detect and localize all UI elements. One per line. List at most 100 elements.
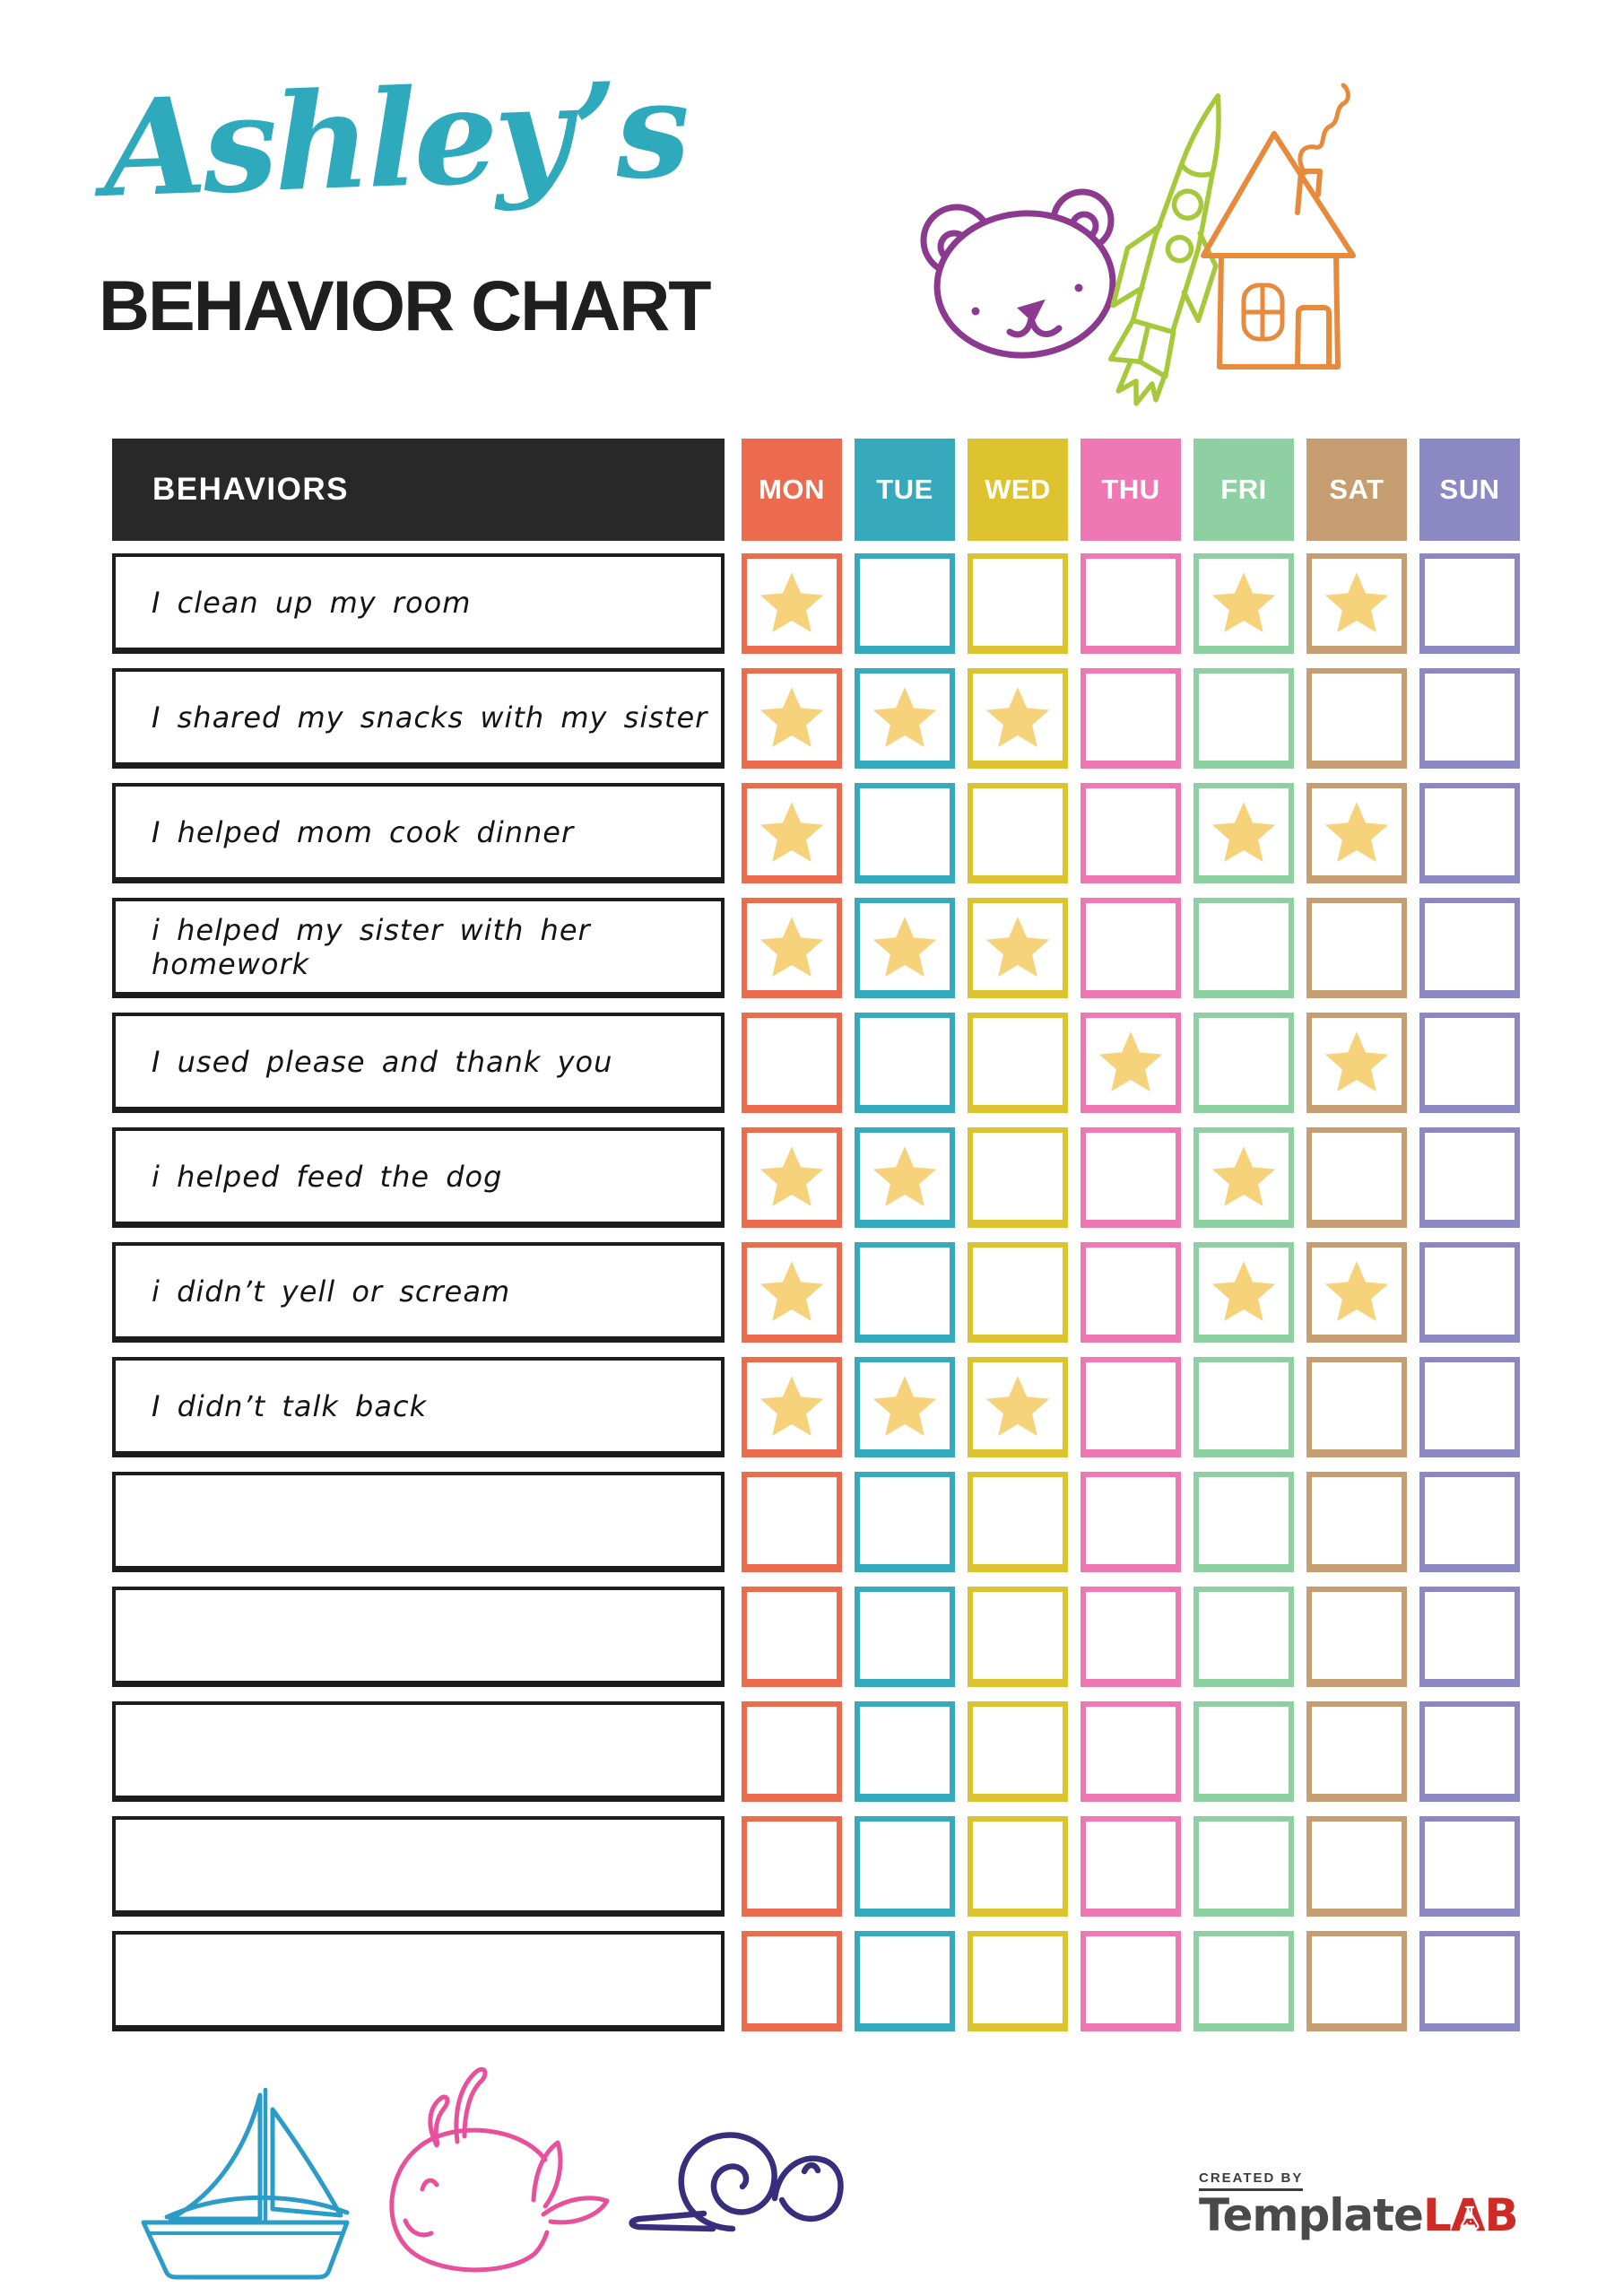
day-cell-wed[interactable]	[968, 668, 1068, 769]
star-icon	[1098, 1031, 1163, 1091]
day-cell-thu[interactable]	[1081, 1587, 1181, 1687]
day-cell-wed[interactable]	[968, 1701, 1068, 1802]
day-cell-mon[interactable]	[742, 1816, 842, 1917]
day-cell-fri[interactable]	[1193, 1127, 1294, 1228]
day-cell-thu[interactable]	[1081, 1472, 1181, 1572]
day-cell-mon[interactable]	[742, 783, 842, 883]
day-cell-fri[interactable]	[1193, 1816, 1294, 1917]
day-cell-sat[interactable]	[1306, 1242, 1407, 1343]
day-cell-sun[interactable]	[1419, 553, 1520, 654]
day-cell-tue[interactable]	[855, 1127, 955, 1228]
day-cell-sat[interactable]	[1306, 553, 1407, 654]
day-cell-sun[interactable]	[1419, 1816, 1520, 1917]
day-cell-tue[interactable]	[855, 1013, 955, 1113]
day-cell-tue[interactable]	[855, 898, 955, 998]
day-cell-sat[interactable]	[1306, 1127, 1407, 1228]
day-cell-sat[interactable]	[1306, 783, 1407, 883]
day-cell-mon[interactable]	[742, 1587, 842, 1687]
day-cell-sat[interactable]	[1306, 1013, 1407, 1113]
day-cell-fri[interactable]	[1193, 1701, 1294, 1802]
day-cell-mon[interactable]	[742, 898, 842, 998]
day-cell-sun[interactable]	[1419, 1127, 1520, 1228]
day-cell-sat[interactable]	[1306, 1701, 1407, 1802]
table-row	[112, 1701, 1520, 1802]
day-cell-tue[interactable]	[855, 1472, 955, 1572]
day-cell-tue[interactable]	[855, 1701, 955, 1802]
day-cell-tue[interactable]	[855, 1587, 955, 1687]
day-cell-sun[interactable]	[1419, 1701, 1520, 1802]
day-cell-sun[interactable]	[1419, 1242, 1520, 1343]
day-cell-sat[interactable]	[1306, 1357, 1407, 1457]
day-cell-sun[interactable]	[1419, 668, 1520, 769]
day-cell-fri[interactable]	[1193, 1242, 1294, 1343]
day-cell-sun[interactable]	[1419, 1931, 1520, 2031]
day-cell-sun[interactable]	[1419, 1472, 1520, 1572]
day-cell-tue[interactable]	[855, 1931, 955, 2031]
day-cell-mon[interactable]	[742, 553, 842, 654]
day-cell-sat[interactable]	[1306, 1587, 1407, 1687]
day-cell-sat[interactable]	[1306, 1816, 1407, 1917]
day-cell-fri[interactable]	[1193, 1587, 1294, 1687]
day-cell-sun[interactable]	[1419, 898, 1520, 998]
day-cell-wed[interactable]	[968, 553, 1068, 654]
day-cell-mon[interactable]	[742, 1931, 842, 2031]
day-cell-tue[interactable]	[855, 553, 955, 654]
star-icon	[1324, 801, 1389, 862]
bottom-doodles	[141, 2066, 844, 2280]
day-cell-wed[interactable]	[968, 1127, 1068, 1228]
day-cell-mon[interactable]	[742, 1472, 842, 1572]
day-cell-fri[interactable]	[1193, 783, 1294, 883]
day-cell-mon[interactable]	[742, 1127, 842, 1228]
day-cell-fri[interactable]	[1193, 1357, 1294, 1457]
day-cell-thu[interactable]	[1081, 1357, 1181, 1457]
day-cell-wed[interactable]	[968, 898, 1068, 998]
day-cell-sun[interactable]	[1419, 1357, 1520, 1457]
day-cell-mon[interactable]	[742, 1357, 842, 1457]
brand-template-text: Template	[1199, 2189, 1424, 2241]
day-cell-sun[interactable]	[1419, 783, 1520, 883]
day-cell-sun[interactable]	[1419, 1013, 1520, 1113]
day-cell-tue[interactable]	[855, 1357, 955, 1457]
day-cell-fri[interactable]	[1193, 1013, 1294, 1113]
table-row	[112, 1472, 1520, 1572]
day-cell-wed[interactable]	[968, 1931, 1068, 2031]
day-cell-thu[interactable]	[1081, 783, 1181, 883]
day-cell-sat[interactable]	[1306, 668, 1407, 769]
day-cell-sat[interactable]	[1306, 898, 1407, 998]
day-cell-fri[interactable]	[1193, 553, 1294, 654]
day-cell-wed[interactable]	[968, 783, 1068, 883]
day-cell-wed[interactable]	[968, 1816, 1068, 1917]
day-cell-wed[interactable]	[968, 1357, 1068, 1457]
star-icon	[872, 1375, 937, 1436]
day-cell-fri[interactable]	[1193, 1931, 1294, 2031]
day-cell-sat[interactable]	[1306, 1931, 1407, 2031]
day-cell-tue[interactable]	[855, 783, 955, 883]
day-cell-thu[interactable]	[1081, 1701, 1181, 1802]
day-cell-mon[interactable]	[742, 1701, 842, 1802]
day-cell-thu[interactable]	[1081, 1816, 1181, 1917]
day-cell-thu[interactable]	[1081, 1013, 1181, 1113]
day-cell-thu[interactable]	[1081, 1931, 1181, 2031]
day-cell-fri[interactable]	[1193, 668, 1294, 769]
day-cell-tue[interactable]	[855, 1242, 955, 1343]
day-cell-sat[interactable]	[1306, 1472, 1407, 1572]
day-cell-wed[interactable]	[968, 1587, 1068, 1687]
day-cell-fri[interactable]	[1193, 1472, 1294, 1572]
day-cell-fri[interactable]	[1193, 898, 1294, 998]
day-cell-wed[interactable]	[968, 1013, 1068, 1113]
day-cell-mon[interactable]	[742, 1013, 842, 1113]
day-cell-thu[interactable]	[1081, 1242, 1181, 1343]
day-cell-tue[interactable]	[855, 1816, 955, 1917]
day-cell-thu[interactable]	[1081, 668, 1181, 769]
table-row	[112, 1816, 1520, 1917]
day-cell-thu[interactable]	[1081, 898, 1181, 998]
day-cell-wed[interactable]	[968, 1242, 1068, 1343]
table-row: I didn’t talk back	[112, 1357, 1520, 1457]
day-cell-thu[interactable]	[1081, 1127, 1181, 1228]
day-cell-mon[interactable]	[742, 668, 842, 769]
day-cell-thu[interactable]	[1081, 553, 1181, 654]
day-cell-sun[interactable]	[1419, 1587, 1520, 1687]
day-cell-tue[interactable]	[855, 668, 955, 769]
day-cell-wed[interactable]	[968, 1472, 1068, 1572]
day-cell-mon[interactable]	[742, 1242, 842, 1343]
